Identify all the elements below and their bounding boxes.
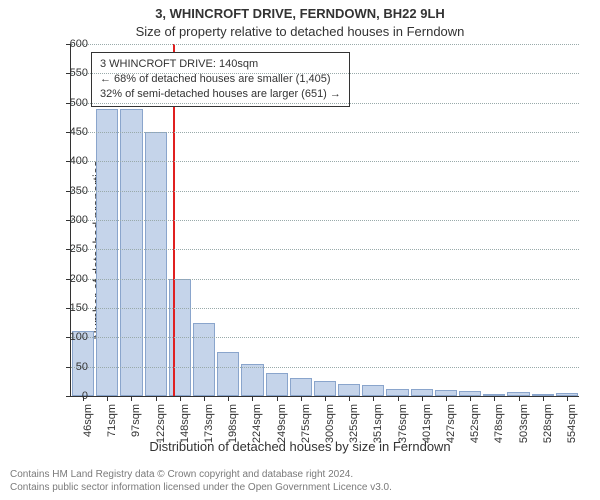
y-tick-label: 200 [28, 273, 88, 285]
bar [241, 364, 263, 396]
gridline [71, 191, 579, 192]
x-tick-mark [543, 396, 544, 401]
attribution-footer: Contains HM Land Registry data © Crown c… [10, 468, 590, 494]
bar [266, 373, 288, 396]
x-tick-label: 97sqm [130, 404, 142, 464]
footer-line-1: Contains HM Land Registry data © Crown c… [10, 468, 590, 481]
gridline [71, 279, 579, 280]
bar [411, 389, 433, 396]
x-tick-label: 224sqm [251, 404, 263, 464]
x-tick-label: 401sqm [421, 404, 433, 464]
x-tick-label: 71sqm [106, 404, 118, 464]
y-tick-label: 400 [28, 155, 88, 167]
x-tick-mark [470, 396, 471, 401]
footer-line-2: Contains public sector information licen… [10, 481, 590, 494]
x-tick-label: 46sqm [82, 404, 94, 464]
x-tick-mark [494, 396, 495, 401]
x-tick-label: 427sqm [445, 404, 457, 464]
y-tick-label: 450 [28, 126, 88, 138]
y-tick-label: 150 [28, 302, 88, 314]
x-tick-mark [180, 396, 181, 401]
bar [193, 323, 215, 396]
x-tick-mark [204, 396, 205, 401]
x-tick-mark [422, 396, 423, 401]
x-tick-mark [228, 396, 229, 401]
x-tick-label: 376sqm [397, 404, 409, 464]
x-tick-label: 452sqm [469, 404, 481, 464]
y-tick-label: 50 [28, 361, 88, 373]
gridline [71, 103, 579, 104]
y-tick-label: 300 [28, 214, 88, 226]
gridline [71, 161, 579, 162]
x-tick-mark [325, 396, 326, 401]
callout-box: 3 WHINCROFT DRIVE: 140sqm ← 68% of detac… [91, 52, 350, 107]
x-tick-label: 122sqm [155, 404, 167, 464]
x-tick-mark [301, 396, 302, 401]
x-tick-label: 275sqm [300, 404, 312, 464]
gridline [71, 367, 579, 368]
callout-line-3: 32% of semi-detached houses are larger (… [100, 87, 341, 102]
x-tick-label: 351sqm [372, 404, 384, 464]
bar [96, 109, 118, 396]
callout-line-1: 3 WHINCROFT DRIVE: 140sqm [100, 57, 341, 72]
gridline [71, 220, 579, 221]
bar [290, 378, 312, 396]
x-tick-label: 528sqm [542, 404, 554, 464]
plot-area: 3 WHINCROFT DRIVE: 140sqm ← 68% of detac… [70, 44, 579, 397]
y-tick-label: 250 [28, 243, 88, 255]
x-tick-mark [156, 396, 157, 401]
y-tick-label: 600 [28, 38, 88, 50]
y-tick-label: 0 [28, 390, 88, 402]
x-tick-mark [519, 396, 520, 401]
y-tick-label: 100 [28, 331, 88, 343]
gridline [71, 308, 579, 309]
bar [362, 385, 384, 396]
x-tick-label: 148sqm [179, 404, 191, 464]
x-tick-label: 249sqm [276, 404, 288, 464]
x-tick-label: 173sqm [203, 404, 215, 464]
gridline [71, 249, 579, 250]
chart-title: 3, WHINCROFT DRIVE, FERNDOWN, BH22 9LH [0, 6, 600, 21]
bar [120, 109, 142, 396]
x-tick-mark [131, 396, 132, 401]
bar [217, 352, 239, 396]
x-tick-mark [398, 396, 399, 401]
chart-subtitle: Size of property relative to detached ho… [0, 24, 600, 39]
bar [386, 389, 408, 396]
x-tick-mark [252, 396, 253, 401]
x-tick-label: 300sqm [324, 404, 336, 464]
x-tick-label: 503sqm [518, 404, 530, 464]
bar [145, 132, 167, 396]
gridline [71, 132, 579, 133]
x-tick-mark [446, 396, 447, 401]
y-tick-label: 350 [28, 185, 88, 197]
y-tick-label: 500 [28, 97, 88, 109]
gridline [71, 73, 579, 74]
bar [338, 384, 360, 396]
x-tick-label: 325sqm [348, 404, 360, 464]
y-tick-label: 550 [28, 67, 88, 79]
x-tick-mark [567, 396, 568, 401]
gridline [71, 44, 579, 45]
x-tick-mark [277, 396, 278, 401]
gridline [71, 337, 579, 338]
x-tick-label: 198sqm [227, 404, 239, 464]
x-tick-label: 478sqm [493, 404, 505, 464]
x-tick-label: 554sqm [566, 404, 578, 464]
bar [314, 381, 336, 396]
x-tick-mark [349, 396, 350, 401]
x-tick-mark [107, 396, 108, 401]
x-tick-mark [373, 396, 374, 401]
